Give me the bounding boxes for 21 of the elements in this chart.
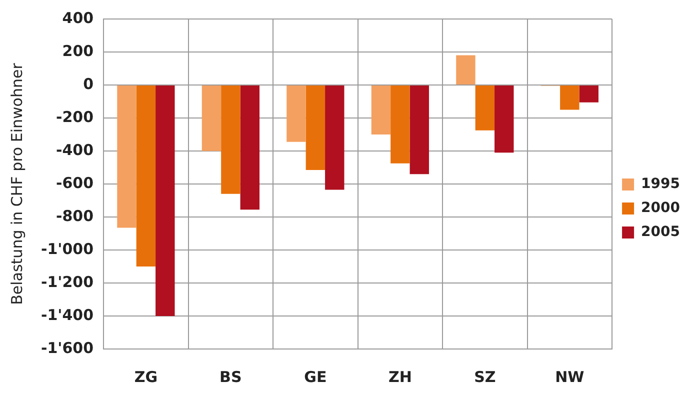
legend-label: 2000: [641, 200, 680, 216]
x-tick-label: ZG: [134, 368, 158, 386]
y-tick-label: -1'200: [40, 272, 94, 291]
y-tick-label: 0: [83, 74, 94, 93]
x-tick-label: BS: [220, 368, 242, 386]
legend-label: 2005: [641, 224, 680, 240]
x-tick-label: SZ: [474, 368, 496, 386]
y-tick-label: 400: [62, 8, 94, 27]
y-tick-label: -600: [56, 174, 94, 192]
y-tick-label: -400: [56, 140, 94, 159]
y-tick-label: -1'000: [40, 240, 94, 258]
x-tick-label: NW: [555, 368, 585, 386]
y-tick-label: -200: [56, 108, 94, 126]
x-tick-label: ZH: [388, 368, 412, 386]
x-tick-label: GE: [304, 368, 327, 386]
y-axis-title: Belastung in CHF pro Einwohner: [8, 62, 26, 305]
y-tick-label: -1'400: [40, 306, 94, 324]
legend-label: 1995: [641, 176, 680, 192]
y-tick-label: -1'600: [40, 338, 94, 357]
y-tick-label: 200: [62, 42, 94, 60]
y-tick-label: -800: [56, 206, 94, 225]
